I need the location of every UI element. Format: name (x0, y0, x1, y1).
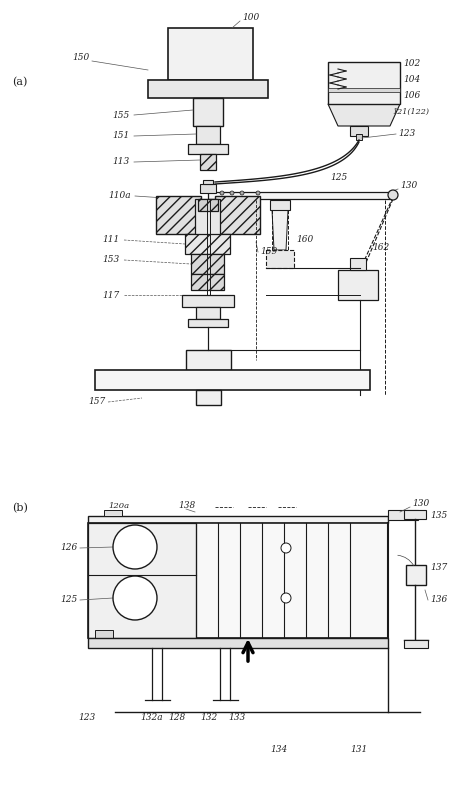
Text: 125: 125 (330, 174, 347, 182)
Bar (356, 134, 362, 140)
Bar (406, 565, 426, 585)
Text: 138: 138 (178, 502, 195, 510)
Circle shape (240, 191, 244, 195)
Text: 130: 130 (412, 498, 429, 507)
Bar (95, 370, 370, 390)
Text: 104: 104 (403, 75, 420, 85)
Text: 135: 135 (430, 510, 447, 519)
Bar (88, 523, 196, 638)
Polygon shape (328, 104, 400, 126)
Text: 136: 136 (430, 595, 447, 605)
Bar (188, 319, 228, 327)
Bar (188, 144, 228, 154)
Circle shape (281, 543, 291, 553)
Bar (193, 98, 223, 126)
Text: (b): (b) (12, 503, 28, 513)
Circle shape (256, 191, 260, 195)
Circle shape (281, 593, 291, 603)
Bar (148, 80, 268, 98)
Text: 128: 128 (168, 714, 185, 722)
Text: 134: 134 (270, 746, 287, 754)
Text: 155: 155 (112, 110, 129, 119)
Bar (191, 254, 224, 274)
Bar (200, 154, 216, 170)
Text: 125: 125 (60, 595, 77, 605)
Bar (200, 184, 216, 193)
Text: 133: 133 (228, 714, 245, 722)
Text: 106: 106 (403, 91, 420, 101)
Bar (149, 81, 267, 97)
Bar (338, 270, 378, 300)
Text: 121(122): 121(122) (392, 108, 429, 116)
Text: 126: 126 (60, 543, 77, 553)
Bar (388, 510, 418, 520)
Text: 151: 151 (112, 131, 129, 141)
Polygon shape (272, 210, 288, 250)
Bar (350, 258, 366, 270)
Bar (350, 126, 368, 136)
Bar (88, 638, 388, 648)
Text: 153: 153 (102, 255, 119, 265)
Text: 123: 123 (78, 714, 95, 722)
Circle shape (220, 191, 224, 195)
Text: 123: 123 (398, 130, 415, 138)
Bar (104, 510, 122, 516)
Text: 160: 160 (296, 235, 313, 245)
Text: 111: 111 (102, 235, 119, 245)
Circle shape (230, 191, 234, 195)
Bar (404, 640, 428, 648)
Bar (203, 180, 213, 184)
Bar (186, 350, 231, 370)
Text: 102: 102 (403, 59, 420, 69)
Bar (404, 510, 426, 519)
Bar (328, 62, 400, 104)
Bar (196, 126, 220, 144)
Bar (215, 196, 260, 234)
Text: 132: 132 (200, 714, 217, 722)
Text: 130: 130 (400, 182, 417, 190)
Circle shape (388, 190, 398, 200)
Bar (191, 274, 224, 290)
Text: 132a: 132a (140, 714, 163, 722)
Bar (168, 28, 253, 80)
Bar (328, 88, 400, 92)
Bar (208, 192, 390, 199)
Text: 162: 162 (372, 243, 389, 253)
Text: 110a: 110a (108, 191, 130, 201)
Text: (a): (a) (12, 77, 27, 87)
Text: 100: 100 (242, 14, 259, 22)
Bar (195, 199, 220, 235)
Bar (196, 390, 221, 405)
Bar (270, 200, 290, 210)
Bar (182, 295, 234, 307)
Text: 131: 131 (350, 746, 367, 754)
Text: 157: 157 (88, 398, 105, 406)
Bar (88, 523, 388, 638)
Text: 150: 150 (72, 54, 89, 62)
Bar (266, 250, 294, 268)
Bar (88, 516, 388, 523)
Circle shape (113, 525, 157, 569)
Bar (185, 234, 230, 254)
Text: 113: 113 (112, 158, 129, 166)
Circle shape (113, 576, 157, 620)
Text: 137: 137 (430, 563, 447, 573)
Text: 120a: 120a (108, 502, 129, 510)
Bar (196, 307, 220, 319)
Bar (156, 196, 201, 234)
Text: 159: 159 (260, 247, 277, 257)
Bar (198, 199, 218, 211)
Bar (95, 630, 113, 639)
Text: 117: 117 (102, 290, 119, 299)
